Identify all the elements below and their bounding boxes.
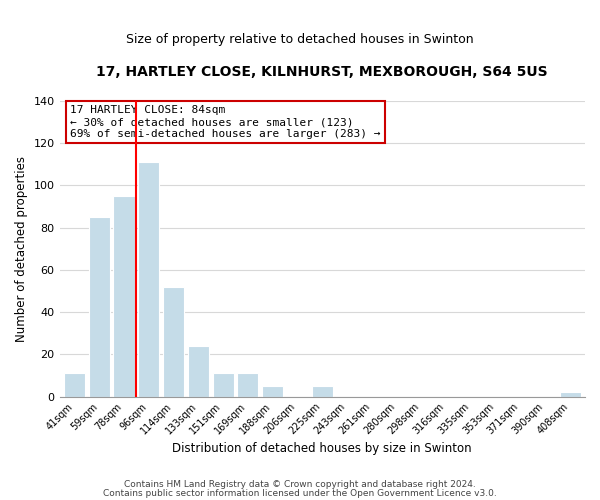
Bar (560, 392, 581, 396)
Bar (163, 287, 184, 397)
Bar (262, 386, 283, 396)
Bar (188, 346, 209, 397)
Bar (212, 374, 233, 396)
Bar (113, 196, 134, 396)
Bar (64, 374, 85, 396)
Bar (138, 162, 160, 396)
Bar (89, 217, 110, 396)
Bar (312, 386, 333, 396)
Text: Contains public sector information licensed under the Open Government Licence v3: Contains public sector information licen… (103, 488, 497, 498)
Text: 17 HARTLEY CLOSE: 84sqm
← 30% of detached houses are smaller (123)
69% of semi-d: 17 HARTLEY CLOSE: 84sqm ← 30% of detache… (70, 106, 380, 138)
Text: Contains HM Land Registry data © Crown copyright and database right 2024.: Contains HM Land Registry data © Crown c… (124, 480, 476, 489)
Y-axis label: Number of detached properties: Number of detached properties (15, 156, 28, 342)
Text: Size of property relative to detached houses in Swinton: Size of property relative to detached ho… (126, 32, 474, 46)
X-axis label: Distribution of detached houses by size in Swinton: Distribution of detached houses by size … (172, 442, 472, 455)
Bar (238, 374, 259, 396)
Title: 17, HARTLEY CLOSE, KILNHURST, MEXBOROUGH, S64 5US: 17, HARTLEY CLOSE, KILNHURST, MEXBOROUGH… (97, 65, 548, 79)
